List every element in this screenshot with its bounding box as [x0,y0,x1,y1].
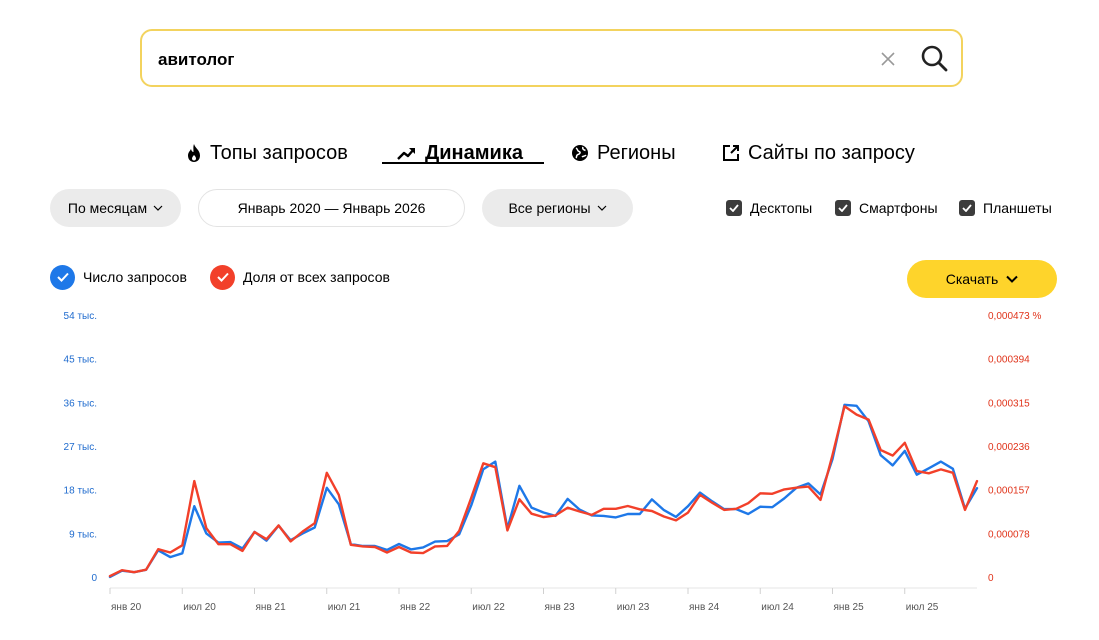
y-left-tick-label: 18 тыс. [64,486,97,497]
region-select-label: Все регионы [508,200,591,216]
tab-top-queries-label: Топы запросов [210,141,348,164]
clear-search-button[interactable] [877,48,899,70]
trend-icon [397,148,415,160]
search-button[interactable] [919,43,949,73]
queries-series-line [108,403,979,579]
y-axis-right: 0 0,000078 0,000157 0,000236 0,000315 0,00039… [988,311,1041,584]
download-button-label: Скачать [945,271,999,287]
download-button[interactable]: Скачать [907,260,1057,298]
search-icon [921,45,948,72]
external-link-icon [723,145,739,161]
legend-queries-toggle[interactable]: Число запросов [50,264,187,290]
y-right-tick-label: 0,000315 [988,398,1030,409]
x-tick-label: июл 25 [906,602,939,613]
tab-sites-label: Сайты по запросу [748,141,915,164]
check-icon [210,264,235,290]
x-tick-label: янв 21 [256,602,287,613]
region-select[interactable]: Все регионы [482,189,633,227]
y-left-tick-label: 54 тыс. [64,311,97,322]
chevron-down-icon [597,205,606,211]
y-left-tick-label: 45 тыс. [64,355,97,366]
share-series-line [108,405,979,578]
y-left-tick-label: 0 [91,573,97,584]
x-tick-label: янв 22 [400,602,431,613]
x-axis: янв 20 июл 20 янв 21 июл 21 янв 22 июл 22 янв … [109,587,977,613]
date-range-picker[interactable]: Январь 2020 — Январь 2026 [198,189,465,227]
chevron-down-icon [1006,275,1018,283]
x-tick-label: июл 22 [472,602,505,613]
tab-bar: Топы запросов Динамика Регионы Сайты по … [0,140,1099,170]
series-lines [108,403,979,579]
fire-icon [188,144,200,162]
tab-top-queries[interactable]: Топы запросов [186,140,348,166]
x-tick-label: июл 20 [183,602,216,613]
tab-sites[interactable]: Сайты по запросу [722,140,915,166]
checkbox-smartphones-label: Смартфоны [859,200,938,216]
y-left-tick-label: 27 тыс. [64,442,97,453]
legend-share-label: Доля от всех запросов [243,269,390,285]
y-right-tick-label: 0 [988,573,994,584]
search-bar [140,29,963,87]
x-tick-label: июл 23 [617,602,650,613]
y-left-tick-label: 9 тыс. [69,529,97,540]
y-right-tick-label: 0,000078 [988,529,1030,540]
period-select[interactable]: По месяцам [50,189,181,227]
y-right-tick-label: 0,000473 % [988,311,1041,322]
x-tick-label: янв 23 [545,602,576,613]
tab-dynamics[interactable]: Динамика [397,140,523,166]
dynamics-chart: 0 9 тыс. 18 тыс. 27 тыс. 36 тыс. 45 тыс. 54 ты… [64,311,1042,613]
y-axis-left: 0 9 тыс. 18 тыс. 27 тыс. 36 тыс. 45 тыс. 54 ты… [64,311,98,584]
search-input[interactable] [156,46,840,74]
x-tick-label: янв 24 [689,602,720,613]
x-tick-label: июл 24 [761,602,794,613]
y-left-tick-label: 36 тыс. [64,398,97,409]
y-right-tick-label: 0,000236 [988,442,1030,453]
chevron-down-icon [153,205,163,211]
tab-dynamics-label: Динамика [425,141,523,164]
y-right-tick-label: 0,000157 [988,486,1030,497]
checkbox-checked-icon [726,200,742,216]
checkbox-checked-icon [959,200,975,216]
legend-share-toggle[interactable]: Доля от всех запросов [210,264,390,290]
checkbox-desktop-label: Десктопы [750,200,813,216]
checkbox-tablets[interactable]: Планшеты [959,198,1052,218]
date-range-label: Январь 2020 — Январь 2026 [237,200,426,216]
checkbox-tablets-label: Планшеты [983,200,1052,216]
checkbox-checked-icon [835,200,851,216]
active-tab-underline [382,162,544,164]
legend-queries-label: Число запросов [83,269,187,285]
globe-icon [572,145,588,161]
close-icon [881,52,895,66]
period-select-label: По месяцам [67,200,148,216]
tab-regions[interactable]: Регионы [571,140,676,166]
tab-regions-label: Регионы [597,141,676,164]
checkbox-smartphones[interactable]: Смартфоны [835,198,938,218]
checkbox-desktop[interactable]: Десктопы [726,198,812,218]
check-icon [50,264,75,290]
x-tick-label: янв 20 [111,602,142,613]
x-tick-label: янв 25 [834,602,865,613]
y-right-tick-label: 0,000394 [988,355,1030,366]
x-tick-label: июл 21 [328,602,361,613]
